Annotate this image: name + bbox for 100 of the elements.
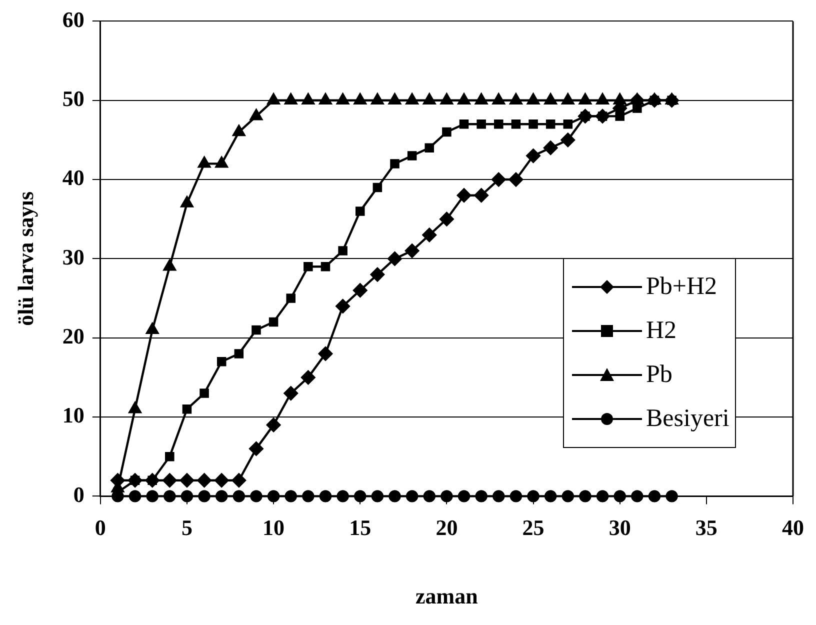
y-tick-label: 0 xyxy=(73,482,84,507)
point xyxy=(543,140,558,155)
point xyxy=(648,490,661,502)
point xyxy=(474,188,488,202)
point xyxy=(440,212,454,226)
point xyxy=(215,156,228,168)
point xyxy=(318,346,333,361)
point xyxy=(458,93,470,104)
y-tick-label: 10 xyxy=(62,402,84,428)
point xyxy=(596,490,609,502)
x-tick-label: 30 xyxy=(608,515,631,540)
point xyxy=(302,93,314,104)
point xyxy=(268,317,278,327)
point xyxy=(528,119,538,129)
point xyxy=(284,93,298,104)
point xyxy=(560,132,576,148)
point xyxy=(476,119,486,129)
point xyxy=(544,490,557,502)
point xyxy=(440,93,453,104)
point xyxy=(354,490,366,502)
point xyxy=(404,244,420,258)
point xyxy=(336,490,349,502)
point xyxy=(214,473,229,488)
point xyxy=(198,490,210,502)
x-tick-label: 15 xyxy=(349,515,372,540)
point xyxy=(302,490,314,502)
point xyxy=(406,93,418,104)
x-tick-label: 35 xyxy=(695,515,718,540)
point xyxy=(354,93,366,104)
point xyxy=(128,402,142,414)
point xyxy=(336,299,350,314)
x-tick-label: 20 xyxy=(436,515,458,540)
point xyxy=(511,119,521,129)
point xyxy=(267,490,280,502)
point xyxy=(164,490,176,502)
point xyxy=(475,93,488,104)
point xyxy=(250,109,263,120)
point xyxy=(266,418,281,432)
point xyxy=(423,490,436,502)
point xyxy=(355,206,365,216)
point xyxy=(492,172,506,187)
point xyxy=(544,93,557,104)
point xyxy=(422,228,436,242)
point xyxy=(232,490,246,502)
point xyxy=(353,283,368,298)
point xyxy=(510,490,522,502)
point xyxy=(180,196,194,208)
point xyxy=(371,490,384,502)
point xyxy=(319,93,332,104)
point xyxy=(162,473,177,488)
point xyxy=(458,490,470,502)
point xyxy=(614,490,626,502)
point xyxy=(232,473,246,488)
x-tick-label: 40 xyxy=(782,515,804,540)
point xyxy=(250,490,262,502)
point xyxy=(286,294,296,303)
point xyxy=(182,404,192,414)
legend-label: Pb+H2 xyxy=(646,273,718,301)
point xyxy=(563,119,573,129)
point xyxy=(527,490,540,502)
point xyxy=(492,93,505,104)
point xyxy=(407,151,417,160)
point xyxy=(526,148,540,163)
point xyxy=(338,246,348,256)
point xyxy=(180,490,194,502)
point xyxy=(284,386,298,400)
point xyxy=(198,156,211,168)
point xyxy=(424,143,434,152)
point xyxy=(388,490,401,502)
point xyxy=(390,159,400,168)
x-tick-label: 25 xyxy=(522,515,544,540)
point xyxy=(216,356,226,366)
point xyxy=(336,93,350,104)
point xyxy=(647,93,662,108)
point xyxy=(666,490,678,502)
point xyxy=(526,93,540,104)
legend-label: Pb xyxy=(646,361,672,389)
point xyxy=(165,452,174,462)
x-axis-title: zaman xyxy=(416,583,478,608)
point xyxy=(146,322,159,334)
point xyxy=(252,325,261,335)
point xyxy=(579,490,592,502)
point xyxy=(596,93,609,104)
point xyxy=(197,473,212,488)
point xyxy=(216,490,228,502)
point xyxy=(267,93,280,104)
legend-label: Besiyeri xyxy=(646,405,730,433)
point xyxy=(200,388,209,398)
point xyxy=(423,93,436,104)
y-tick-label: 20 xyxy=(62,324,84,349)
point xyxy=(284,490,297,502)
legend-label: H2 xyxy=(646,317,677,345)
point xyxy=(406,490,418,502)
point xyxy=(249,442,264,456)
point xyxy=(475,490,488,502)
point xyxy=(631,490,644,502)
point xyxy=(372,182,382,192)
point xyxy=(110,473,125,488)
point xyxy=(440,490,453,502)
point xyxy=(163,260,176,271)
